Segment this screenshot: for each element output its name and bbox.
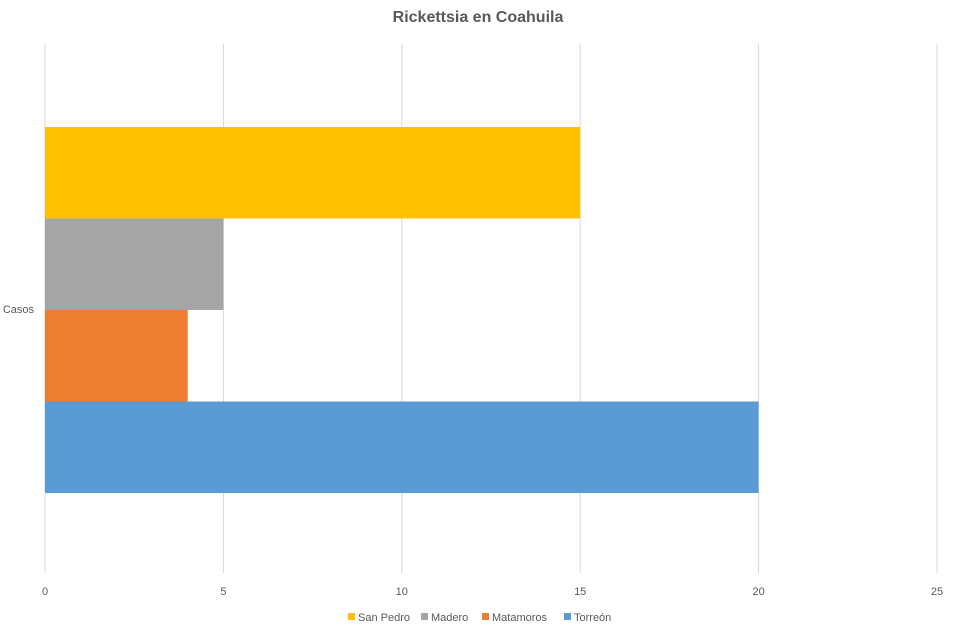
legend-swatch: [482, 613, 489, 620]
x-tick-label: 10: [396, 586, 408, 598]
x-tick-label: 25: [931, 586, 943, 598]
legend-label: Torreón: [574, 612, 611, 624]
bar-san-pedro: [45, 127, 581, 219]
x-axis-ticks: 0 5 10 15 20 25: [42, 586, 943, 598]
bar-matamoros: [45, 310, 188, 402]
bar-madero: [45, 218, 224, 310]
bar-torre-n: [45, 401, 759, 493]
legend-swatch: [348, 613, 355, 620]
legend-swatch: [564, 613, 571, 620]
x-tick-label: 0: [42, 586, 48, 598]
legend: San Pedro Madero Matamoros Torreón: [348, 612, 611, 624]
legend-swatch: [421, 613, 428, 620]
x-tick-label: 5: [220, 586, 226, 598]
legend-label: San Pedro: [358, 612, 410, 624]
y-axis-categories: Casos: [3, 304, 35, 316]
legend-label: Madero: [431, 612, 468, 624]
chart-title: Rickettsia en Coahuila: [393, 9, 564, 26]
x-tick-label: 15: [574, 586, 586, 598]
category-label: Casos: [3, 304, 35, 316]
legend-label: Matamoros: [492, 612, 548, 624]
bars: [45, 127, 759, 493]
x-tick-label: 20: [752, 586, 764, 598]
